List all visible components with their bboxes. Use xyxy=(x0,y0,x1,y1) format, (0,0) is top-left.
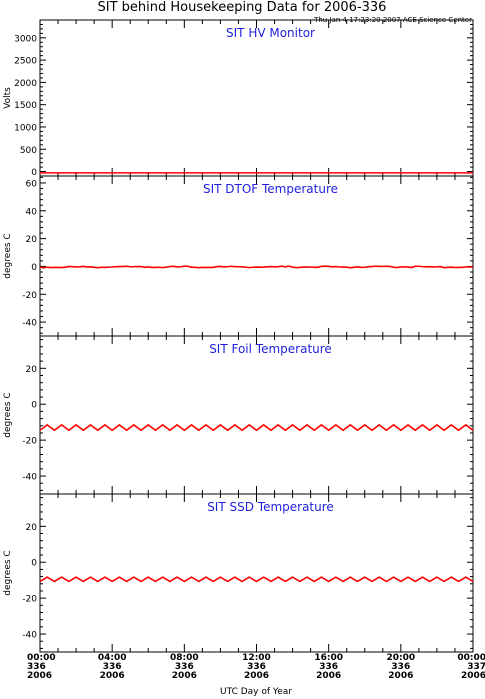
y-tick-label: 20 xyxy=(26,523,38,533)
x-tick-label: 2006 xyxy=(388,671,413,681)
y-tick-label: 500 xyxy=(20,146,37,156)
x-tick-label: 336 xyxy=(27,662,46,672)
y-axis-label: degrees C xyxy=(3,392,13,437)
y-tick-label: -20 xyxy=(22,595,37,605)
panel-3: -40 -20 0 20 SIT Foil Temperature degrees C xyxy=(3,335,474,495)
panel-title: SIT SSD Temperature xyxy=(207,500,334,514)
x-axis: 00:00336200604:00336200608:00336200612:0… xyxy=(27,653,485,681)
x-tick-label: 20:00 xyxy=(387,653,416,663)
y-tick-label: -20 xyxy=(22,437,37,447)
y-tick-label: 2000 xyxy=(14,79,37,89)
y-tick-label: -40 xyxy=(22,631,37,641)
panel-2: -40 -20 0 20 40 60 SIT DTOF Temperature degrees… xyxy=(3,175,474,337)
y-tick-label: -20 xyxy=(22,291,37,301)
plot-frame xyxy=(39,175,474,337)
x-tick-label: 336 xyxy=(175,662,194,672)
x-tick-label: 04:00 xyxy=(98,653,127,663)
x-tick-label: 336 xyxy=(319,662,338,672)
y-tick-label: 1000 xyxy=(14,123,37,133)
plot-frame xyxy=(39,493,474,653)
y-tick-label: 0 xyxy=(31,401,37,411)
x-tick-label: 2006 xyxy=(316,671,341,681)
y-tick-label: 0 xyxy=(31,168,37,178)
x-tick-label: 2006 xyxy=(461,671,485,681)
panel-title: SIT DTOF Temperature xyxy=(203,182,338,196)
x-tick-label: 2006 xyxy=(172,671,197,681)
series-line xyxy=(39,576,474,583)
y-tick-label: 60 xyxy=(26,179,38,189)
y-tick-label: 40 xyxy=(26,207,38,217)
panel-4: -40 -20 0 20 SIT SSD Temperature degrees C xyxy=(3,493,474,653)
x-tick-label: 00:00 xyxy=(457,653,485,663)
series-line xyxy=(39,423,474,432)
y-tick-label: -40 xyxy=(22,319,37,329)
y-tick-label: 20 xyxy=(26,235,38,245)
x-tick-label: 2006 xyxy=(100,671,125,681)
figure-title: SIT behind Housekeeping Data for 2006-33… xyxy=(98,0,387,15)
panel-1: 0 500 1000 1500 2000 2500 3000 SIT HV Monitor Vo… xyxy=(3,19,474,178)
y-tick-label: 3000 xyxy=(14,34,37,44)
x-tick-label: 16:00 xyxy=(314,653,343,663)
y-tick-label: 0 xyxy=(31,559,37,569)
x-axis-label: UTC Day of Year xyxy=(220,687,292,697)
x-tick-label: 337 xyxy=(467,662,485,672)
series-line xyxy=(39,265,474,269)
x-tick-label: 08:00 xyxy=(170,653,199,663)
plot-frame xyxy=(39,19,474,177)
y-tick-label: 0 xyxy=(31,263,37,273)
y-tick-label: -40 xyxy=(22,473,37,483)
x-tick-label: 2006 xyxy=(27,671,52,681)
y-tick-label: 1500 xyxy=(14,101,37,111)
y-axis-label: Volts xyxy=(3,87,13,109)
panel-title: SIT Foil Temperature xyxy=(209,342,332,356)
y-axis-label: degrees C xyxy=(3,233,13,278)
x-tick-label: 336 xyxy=(103,662,122,672)
plot-frame xyxy=(39,335,474,495)
y-axis-label: degrees C xyxy=(3,550,13,595)
x-tick-label: 12:00 xyxy=(242,653,271,663)
x-tick-label: 00:00 xyxy=(27,653,56,663)
x-tick-label: 2006 xyxy=(244,671,269,681)
x-tick-label: 336 xyxy=(391,662,410,672)
y-tick-label: 20 xyxy=(26,365,38,375)
panel-title: SIT HV Monitor xyxy=(226,26,315,40)
y-tick-label: 2500 xyxy=(14,57,37,67)
x-tick-label: 336 xyxy=(247,662,266,672)
